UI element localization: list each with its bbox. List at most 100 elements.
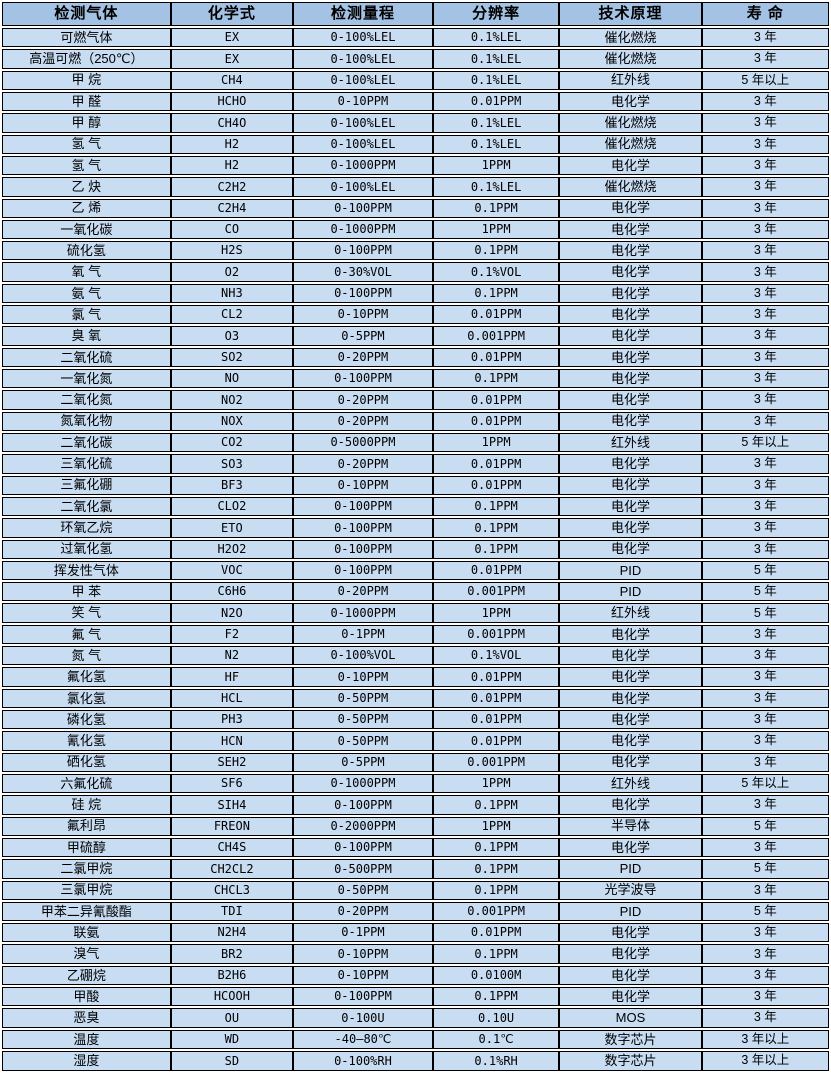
formula-cell: HCOOH [170,987,294,1007]
resolution-cell: 0.001PPM [432,582,560,602]
table-row: 氟化氢 HF 0-10PPM 0.01PPM 电化学 3 年 [2,667,829,687]
table-row: 氯化氢 HCL 0-50PPM 0.01PPM 电化学 3 年 [2,688,829,708]
gas-name-cell: 氟 气 [2,624,171,645]
principle-cell: 半导体 [559,816,702,836]
range-cell: 0-20PPM [293,454,433,474]
resolution-cell: 0.1PPM [432,944,560,964]
formula-cell: NO [170,369,294,389]
principle-cell: 电化学 [559,155,702,176]
gas-name-cell: 氟利昂 [2,816,171,836]
principle-cell: 电化学 [559,305,702,325]
formula-cell: NOX [170,411,294,431]
table-row: 甲 烷 CH4 0-100%LEL 0.1%LEL 红外线 5 年以上 [2,70,829,90]
resolution-cell: 0.01PPM [432,688,560,708]
resolution-cell: 0.1PPM [432,795,560,815]
header-gas-name: 检测气体 [2,2,171,26]
principle-cell: PID [559,582,702,602]
resolution-cell: 0.1PPM [432,241,560,261]
gas-name-cell: 氢 气 [2,155,171,176]
range-cell: 0-1PPM [293,923,433,943]
gas-name-cell: 氰化氢 [2,731,171,751]
principle-cell: 电化学 [559,390,702,410]
formula-cell: EX [170,49,294,69]
gas-name-cell: 温度 [2,1029,171,1049]
resolution-cell: 0.1PPM [432,369,560,389]
gas-name-cell: 二氧化氮 [2,390,171,410]
resolution-cell: 0.1%LEL [432,177,560,197]
gas-name-cell: 氮氧化物 [2,411,171,431]
resolution-cell: 0.01PPM [432,667,560,687]
principle-cell: 电化学 [559,646,702,666]
lifespan-cell: 3 年 [701,496,829,517]
gas-name-cell: 湿度 [2,1051,171,1071]
resolution-cell: 0.01PPM [432,390,560,410]
resolution-cell: 0.1PPM [432,283,560,304]
principle-cell: PID [559,859,702,879]
range-cell: 0-10PPM [293,475,433,495]
range-cell: 0-2000PPM [293,816,433,836]
range-cell: 0-10PPM [293,91,433,112]
gas-name-cell: 甲 醇 [2,113,171,133]
gas-name-cell: 挥发性气体 [2,560,171,581]
principle-cell: 电化学 [559,475,702,495]
table-row: 恶臭 OU 0-100U 0.10U MOS 3 年 [2,1008,829,1028]
principle-cell: 电化学 [559,667,702,687]
principle-cell: 电化学 [559,752,702,772]
formula-cell: EX [170,28,294,48]
table-row: 氟利昂 FREON 0-2000PPM 1PPM 半导体 5 年 [2,816,829,836]
lifespan-cell: 3 年以上 [701,1029,829,1049]
gas-name-cell: 甲酸 [2,987,171,1007]
table-row: 六氟化硫 SF6 0-1000PPM 1PPM 红外线 5 年以上 [2,773,829,794]
resolution-cell: 0.1%LEL [432,28,560,48]
formula-cell: CL2 [170,305,294,325]
principle-cell: 电化学 [559,454,702,474]
table-row: 氮 气 N2 0-100%VOL 0.1%VOL 电化学 3 年 [2,646,829,666]
resolution-cell: 0.0100M [432,965,560,986]
lifespan-cell: 3 年 [701,688,829,708]
lifespan-cell: 3 年 [701,113,829,133]
formula-cell: N2 [170,646,294,666]
lifespan-cell: 3 年 [701,667,829,687]
formula-cell: CLO2 [170,496,294,517]
table-row: 氢 气 H2 0-1000PPM 1PPM 电化学 3 年 [2,155,829,176]
formula-cell: CH4O [170,113,294,133]
header-lifespan: 寿 命 [701,2,829,26]
formula-cell: CH4 [170,70,294,90]
lifespan-cell: 3 年 [701,283,829,304]
gas-name-cell: 三氯甲烷 [2,880,171,900]
range-cell: 0-100PPM [293,987,433,1007]
principle-cell: 电化学 [559,219,702,240]
lifespan-cell: 3 年 [701,710,829,730]
gas-name-cell: 乙 炔 [2,177,171,197]
lifespan-cell: 3 年 [701,198,829,218]
gas-name-cell: 过氧化氢 [2,539,171,559]
principle-cell: 电化学 [559,923,702,943]
lifespan-cell: 3 年 [701,241,829,261]
principle-cell: 电化学 [559,710,702,730]
resolution-cell: 0.1PPM [432,496,560,517]
resolution-cell: 1PPM [432,432,560,453]
gas-name-cell: 甲硫醇 [2,837,171,858]
gas-name-cell: 甲苯二异氰酸酯 [2,901,171,922]
table-row: 乙 烯 C2H4 0-100PPM 0.1PPM 电化学 3 年 [2,198,829,218]
range-cell: 0-50PPM [293,731,433,751]
gas-name-cell: 二氧化碳 [2,432,171,453]
resolution-cell: 0.01PPM [432,305,560,325]
lifespan-cell: 3 年 [701,134,829,154]
formula-cell: NH3 [170,283,294,304]
table-row: 硅 烷 SIH4 0-100PPM 0.1PPM 电化学 3 年 [2,795,829,815]
gas-name-cell: 环氧乙烷 [2,518,171,538]
range-cell: 0-1000PPM [293,219,433,240]
principle-cell: 电化学 [559,369,702,389]
table-row: 乙硼烷 B2H6 0-10PPM 0.0100M 电化学 3 年 [2,965,829,986]
gas-name-cell: 硅 烷 [2,795,171,815]
formula-cell: HCN [170,731,294,751]
lifespan-cell: 3 年 [701,177,829,197]
lifespan-cell: 3 年 [701,28,829,48]
gas-name-cell: 乙 烯 [2,198,171,218]
table-body: 可燃气体 EX 0-100%LEL 0.1%LEL 催化燃烧 3 年高温可燃（250℃） E… [2,28,829,1071]
formula-cell: B2H6 [170,965,294,986]
formula-cell: TDI [170,901,294,922]
gas-name-cell: 硒化氢 [2,752,171,772]
formula-cell: BF3 [170,475,294,495]
